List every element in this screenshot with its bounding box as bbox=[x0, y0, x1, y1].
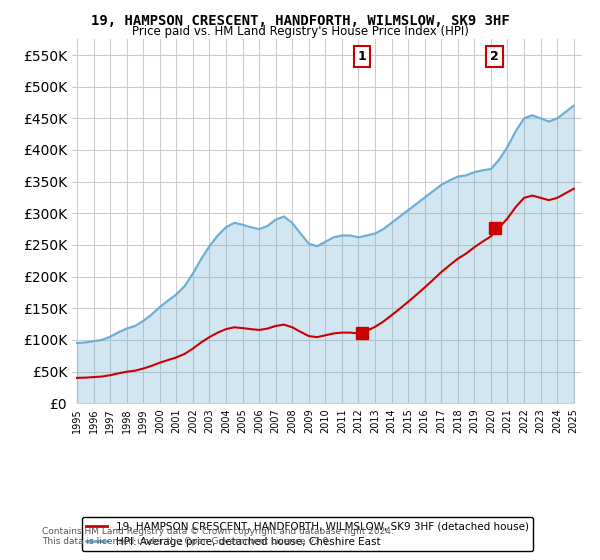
Text: 2: 2 bbox=[490, 50, 499, 63]
Text: 19, HAMPSON CRESCENT, HANDFORTH, WILMSLOW, SK9 3HF: 19, HAMPSON CRESCENT, HANDFORTH, WILMSLO… bbox=[91, 14, 509, 28]
Text: Price paid vs. HM Land Registry's House Price Index (HPI): Price paid vs. HM Land Registry's House … bbox=[131, 25, 469, 38]
Text: Contains HM Land Registry data © Crown copyright and database right 2024.
This d: Contains HM Land Registry data © Crown c… bbox=[42, 526, 394, 546]
Text: 1: 1 bbox=[358, 50, 367, 63]
Legend: 19, HAMPSON CRESCENT, HANDFORTH, WILMSLOW, SK9 3HF (detached house), HPI: Averag: 19, HAMPSON CRESCENT, HANDFORTH, WILMSLO… bbox=[82, 517, 533, 551]
